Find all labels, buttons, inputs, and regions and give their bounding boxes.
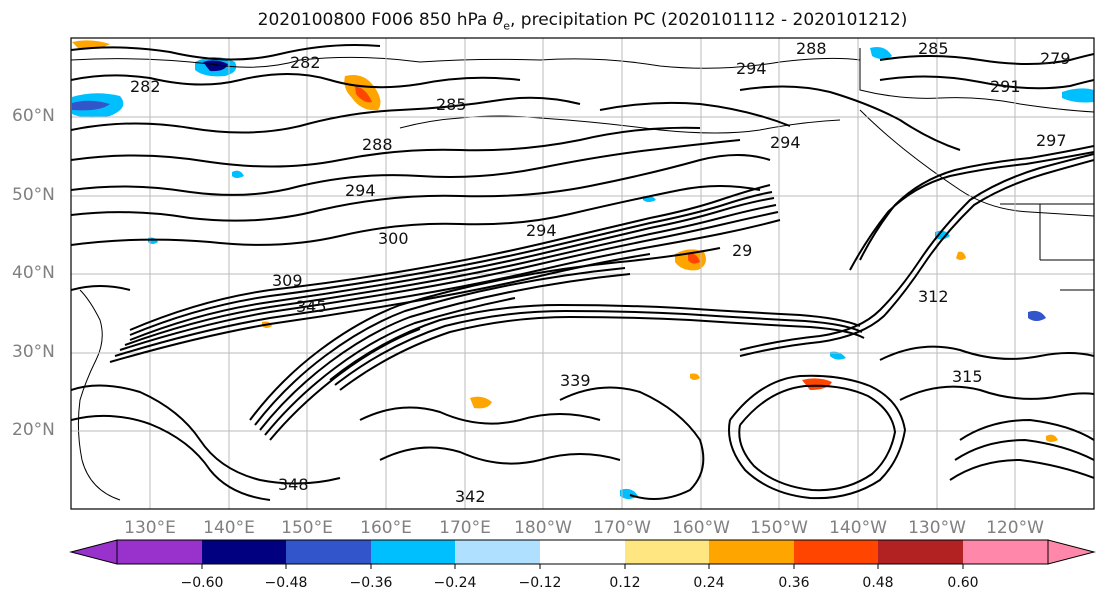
lat-label: 20°N [12, 420, 55, 440]
colorbar-cell [540, 540, 625, 564]
lon-label: 120°W [986, 518, 1044, 538]
precip-anomaly-patches [72, 40, 1094, 499]
colorbar-tick-label: −0.48 [264, 575, 308, 591]
lon-label: 130°E [124, 518, 176, 538]
lon-label: 150°E [281, 518, 333, 538]
colorbar-tick-label: −0.60 [180, 575, 224, 591]
lon-label: 170°W [593, 518, 651, 538]
contour-label: 288 [362, 135, 393, 154]
lat-label: 50°N [12, 185, 55, 205]
colorbar-tick-label: 0.60 [947, 575, 979, 591]
contour-label: 294 [345, 181, 376, 200]
contour-label: 345 [296, 297, 327, 316]
contour-label: 309 [272, 271, 303, 290]
colorbar-cell [286, 540, 371, 564]
contour-label: 294 [736, 59, 767, 78]
theta-e-contours [71, 44, 1094, 501]
contour-label: 285 [918, 39, 949, 58]
lon-label: 160°E [360, 518, 412, 538]
lat-label: 60°N [12, 106, 55, 126]
contour-label: 315 [952, 367, 983, 386]
map-frame [70, 37, 1095, 510]
lon-label: 180°W [514, 518, 572, 538]
colorbar-cell [117, 540, 202, 564]
colorbar-tick-label: 0.48 [862, 575, 894, 591]
lon-label: 140°W [829, 518, 887, 538]
colorbar-cell [878, 540, 963, 564]
contour-label: 285 [436, 95, 467, 114]
contour-label: 297 [1036, 131, 1067, 150]
colorbar-cell [709, 540, 794, 564]
lon-label: 140°E [203, 518, 255, 538]
colorbar-cell [963, 540, 1048, 564]
contour-label: 339 [560, 371, 591, 390]
contour-label: 312 [918, 287, 949, 306]
contour-label: 282 [130, 77, 161, 96]
contour-label: 291 [990, 77, 1021, 96]
colorbar-tick-label: 0.24 [693, 575, 725, 591]
contour-label: 288 [796, 39, 827, 58]
contour-label: 29 [732, 241, 752, 260]
lon-label: 170°E [439, 518, 491, 538]
colorbar-cell [371, 540, 455, 564]
colorbar [69, 539, 1096, 569]
lat-label: 30°N [12, 342, 55, 362]
colorbar-extend-left [69, 539, 118, 565]
contour-label: 294 [770, 133, 801, 152]
contour-label: 342 [455, 487, 486, 506]
contour-label: 282 [290, 53, 321, 72]
lon-label: 150°W [750, 518, 808, 538]
lon-label: 130°W [908, 518, 966, 538]
lon-label: 160°W [672, 518, 730, 538]
contour-label: 348 [278, 475, 309, 494]
contour-label: 279 [1040, 49, 1071, 68]
colorbar-tick-label: −0.24 [433, 575, 477, 591]
colorbar-tick-label: −0.12 [518, 575, 562, 591]
contour-label: 294 [526, 221, 557, 240]
coastlines [71, 48, 1094, 501]
colorbar-tick-label: 0.12 [609, 575, 641, 591]
contour-label: 300 [378, 229, 409, 248]
colorbar-cell [794, 540, 878, 564]
colorbar-cell [455, 540, 540, 564]
colorbar-extend-right [1047, 539, 1096, 565]
colorbar-cell [202, 540, 286, 564]
lat-label: 40°N [12, 263, 55, 283]
colorbar-tick-label: 0.36 [778, 575, 810, 591]
colorbar-cell [625, 540, 709, 564]
map-title: 2020100800 F006 850 hPa θe, precipitatio… [257, 10, 908, 33]
colorbar-tick-label: −0.36 [349, 575, 393, 591]
